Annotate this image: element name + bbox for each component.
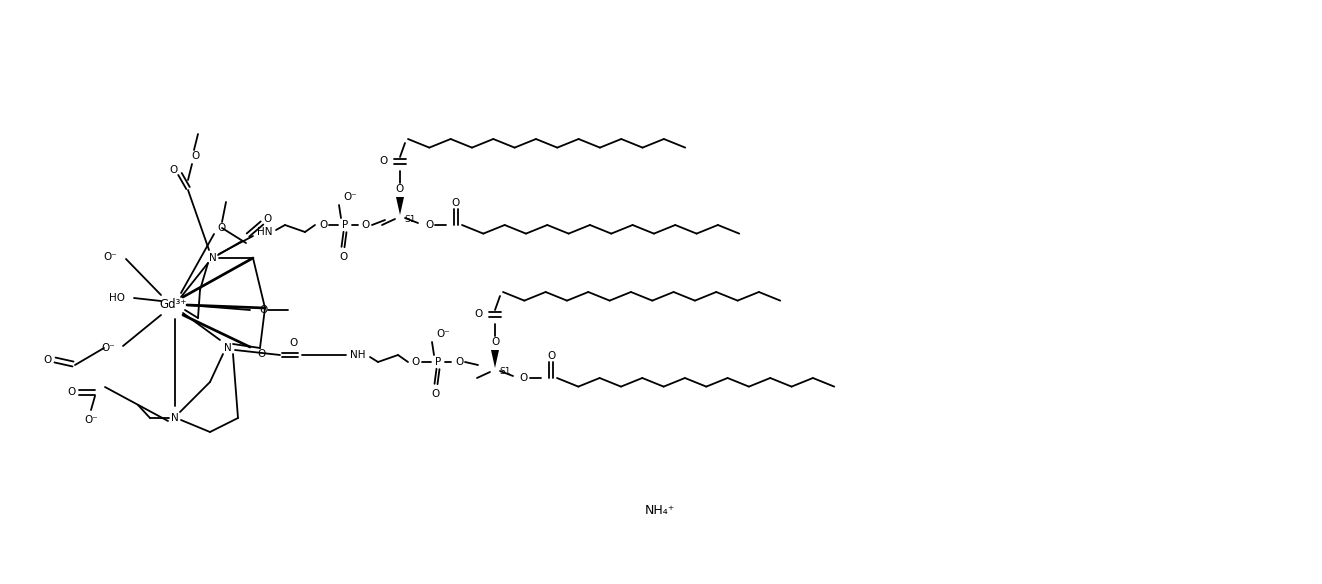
Text: O: O: [256, 349, 266, 359]
Text: O: O: [338, 252, 348, 262]
Text: P: P: [435, 357, 442, 367]
Text: S1: S1: [405, 214, 415, 224]
Text: O: O: [412, 357, 420, 367]
Text: O: O: [520, 373, 527, 383]
Text: O: O: [259, 305, 267, 315]
Text: P: P: [342, 220, 348, 230]
Text: O: O: [264, 214, 272, 224]
Text: NH₄⁺: NH₄⁺: [645, 503, 676, 516]
Text: O⁻: O⁻: [85, 415, 98, 425]
Text: O: O: [395, 184, 405, 194]
Text: HN: HN: [258, 227, 272, 237]
Text: O: O: [319, 220, 327, 230]
Polygon shape: [397, 197, 405, 215]
Text: HO: HO: [108, 293, 126, 303]
Text: N: N: [209, 253, 217, 263]
Text: O: O: [452, 198, 460, 208]
Text: O: O: [67, 387, 75, 397]
Text: O: O: [290, 338, 299, 348]
Text: O⁻: O⁻: [342, 192, 357, 202]
Text: O: O: [432, 389, 440, 399]
Text: S1: S1: [500, 367, 510, 377]
Polygon shape: [490, 350, 498, 368]
Text: O: O: [362, 220, 370, 230]
Text: O: O: [547, 351, 555, 361]
Text: O: O: [379, 156, 387, 166]
Text: O: O: [475, 309, 483, 319]
Text: NH: NH: [350, 350, 366, 360]
Text: O: O: [218, 223, 226, 233]
Text: O: O: [169, 165, 178, 175]
Text: O: O: [42, 355, 52, 365]
Text: O⁻: O⁻: [103, 252, 118, 262]
Text: N: N: [225, 343, 231, 353]
Text: O⁻: O⁻: [102, 343, 115, 353]
Text: O: O: [490, 337, 500, 347]
Text: Gd³⁺: Gd³⁺: [159, 298, 186, 311]
Text: O: O: [455, 357, 463, 367]
Text: O: O: [424, 220, 434, 230]
Text: O: O: [192, 151, 200, 161]
Text: O⁻: O⁻: [436, 329, 449, 339]
Text: N: N: [171, 413, 178, 423]
